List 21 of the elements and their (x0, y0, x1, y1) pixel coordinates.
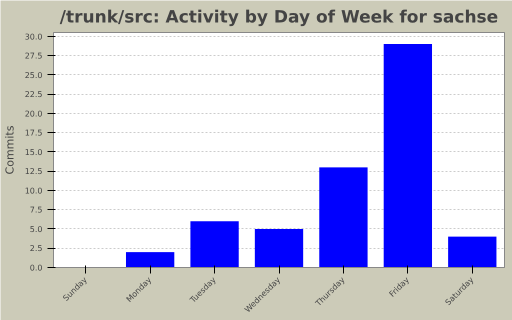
bar (126, 252, 174, 268)
y-tick-label: 25.0 (24, 70, 42, 80)
bar (448, 236, 496, 268)
y-tick-label: 22.5 (24, 90, 42, 100)
y-tick-label: 7.5 (30, 206, 43, 215)
bar (319, 167, 368, 268)
y-tick-label: 15.0 (24, 148, 42, 157)
y-axis-title: Commits (4, 125, 17, 174)
bar (254, 228, 304, 268)
y-tick-label: 10.0 (24, 186, 42, 196)
bar (190, 221, 239, 268)
chart-title: /trunk/src: Activity by Day of Week for sachse (60, 8, 498, 28)
y-tick-label: 0.0 (30, 264, 43, 272)
y-tick-label: 2.5 (30, 244, 43, 254)
y-tick-label: 17.5 (24, 128, 42, 138)
y-tick-label: 20.0 (24, 109, 42, 118)
y-tick-label: 5.0 (30, 224, 43, 234)
y-tick-label: 30.0 (24, 32, 42, 42)
y-tick-label: 27.5 (24, 52, 42, 61)
bar (384, 44, 432, 268)
y-tick-label: 12.5 (24, 167, 42, 176)
